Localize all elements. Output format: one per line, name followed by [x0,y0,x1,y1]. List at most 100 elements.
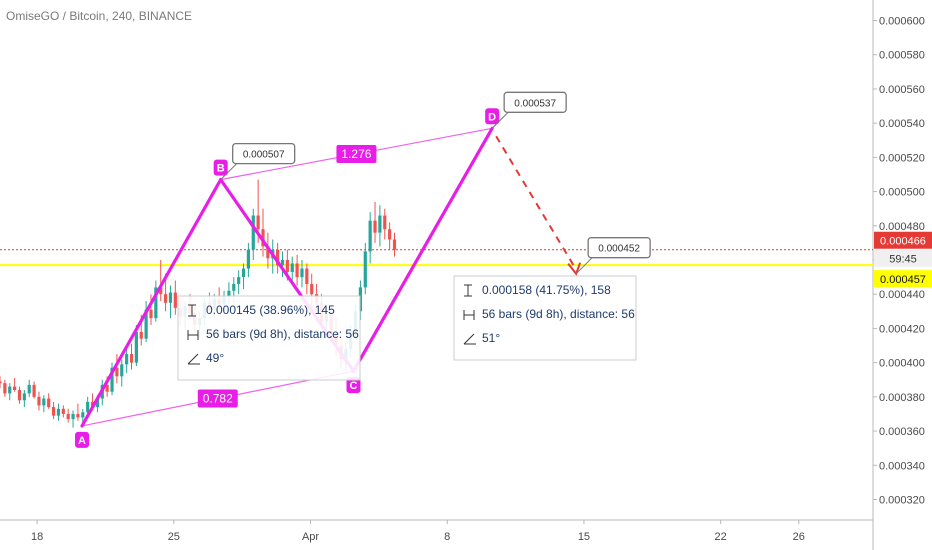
point-marker-label: B [217,163,225,175]
y-tick-label: 0.000340 [879,460,925,472]
candle-body [134,331,138,363]
callout-text: 0.000537 [514,98,556,109]
candle-body [392,239,397,250]
harmonic-pattern[interactable]: 1.276 0.782 A B C D 0.000507 0.000537 0.000452 [75,91,651,448]
x-tick-label: Apr [302,531,319,543]
candle-body [125,354,129,365]
candle-body [232,283,236,291]
x-tick-label: 22 [715,531,727,543]
x-tick-label: 18 [31,531,43,543]
point-marker-label: C [350,380,358,392]
angle-icon [187,353,200,365]
candle-body [86,401,90,413]
point-marker-bg [485,108,500,125]
measure-boxes: 0.000145 (38.96%), 145 56 bars (9d 8h), d… [177,275,637,381]
time-axis[interactable]: 18 25 Apr 8 15 22 26 [31,520,805,543]
candle-body [42,398,46,406]
ratio-label-bg [197,389,238,408]
measure-box [177,295,361,381]
candle-body [61,408,65,414]
price-tag-label: 0.000457 [880,274,926,286]
point-marker-label: A [78,435,86,447]
candle-body [261,229,265,247]
point-marker-bg [75,431,90,448]
candle-body [129,354,134,363]
x-tick-label: 15 [578,531,590,543]
x-tick-label: 8 [444,531,450,543]
y-tick-label: 0.000500 [879,187,925,199]
callout-leader [575,257,593,275]
candle-body [368,220,372,252]
candle-body [56,408,61,416]
measure-text: 0.000158 (41.75%), 158 [482,283,611,297]
y-tick-label: 0.000440 [879,289,925,301]
price-tag-bg [874,231,932,249]
y-tick-label: 0.000560 [879,84,925,96]
price-tag-bg [874,249,932,267]
pattern-leg [80,178,223,428]
candle-body [47,398,51,408]
candle-body [32,384,36,397]
price-tag-label: 59:45 [889,254,917,266]
candle-body [110,367,114,392]
candle-body [285,260,289,272]
x-tick-label: 25 [168,531,180,543]
callout-box [503,91,567,113]
candle-body [120,364,124,377]
y-tick-label: 0.000400 [879,358,925,370]
candle-body [71,413,75,420]
candle-body [13,386,17,390]
candle-body [300,268,304,278]
measure-box [453,275,637,361]
candle-body [3,383,7,394]
measure-text: 0.000145 (38.96%), 145 [206,303,335,317]
candle-body [51,407,56,416]
y-tick-label: 0.000420 [879,323,925,335]
price-tags: 0.000466 59:45 0.000457 [874,231,932,288]
candle-body [251,215,255,250]
y-tick-label: 0.000480 [879,221,925,233]
point-marker-bg [346,377,361,394]
measure-text: 49° [206,351,224,365]
candle-body [305,268,309,284]
candle-body [37,396,41,406]
candle-body [280,260,285,266]
measure-text: 56 bars (9d 8h), distance: 56 [206,327,359,341]
candle-body [66,413,70,420]
callout-leader [220,163,238,180]
candle-body [144,309,148,339]
candle-body [290,263,294,272]
candle-body [383,215,387,230]
bars-range-icon [187,330,199,340]
candle-body [388,229,392,240]
candle-body [27,384,31,394]
candle-body [17,390,22,401]
price-tag-label: 0.000466 [880,236,926,248]
candle-body [0,381,2,384]
candle-body [22,393,26,401]
pattern-leg [351,126,494,373]
candle-body [173,292,177,308]
price-range-icon [464,284,472,297]
candle-body [105,384,109,392]
callout-text: 0.000452 [598,244,640,255]
candle-body [154,287,158,319]
y-tick-label: 0.000580 [879,50,925,62]
ratio-label: 0.782 [203,392,233,406]
candle-body [276,249,280,266]
candle-body [295,263,299,278]
candle-body [163,294,168,303]
y-tick-label: 0.000320 [879,494,925,506]
y-tick-label: 0.000380 [879,392,925,404]
callout-text: 0.000507 [243,150,285,161]
measure-text: 56 bars (9d 8h), distance: 56 [482,307,635,321]
callout-leader [491,111,509,129]
candle-body [76,413,80,418]
chart-title: OmiseGO / Bitcoin, 240, BINANCE [6,9,192,23]
point-marker-bg [213,159,228,176]
candle-body [115,367,119,377]
price-range-icon [188,304,196,317]
x-tick-label: 26 [793,531,805,543]
